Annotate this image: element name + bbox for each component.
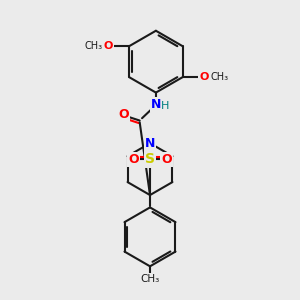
Text: O: O <box>104 41 113 51</box>
Text: O: O <box>161 153 172 166</box>
Text: N: N <box>151 98 161 111</box>
Text: N: N <box>145 137 155 150</box>
Text: CH₃: CH₃ <box>210 72 228 82</box>
Text: O: O <box>199 72 208 82</box>
Text: O: O <box>118 108 129 121</box>
Text: H: H <box>161 101 170 111</box>
Text: CH₃: CH₃ <box>140 274 160 284</box>
Text: O: O <box>128 153 139 166</box>
Text: S: S <box>145 152 155 167</box>
Text: CH₃: CH₃ <box>84 41 102 51</box>
